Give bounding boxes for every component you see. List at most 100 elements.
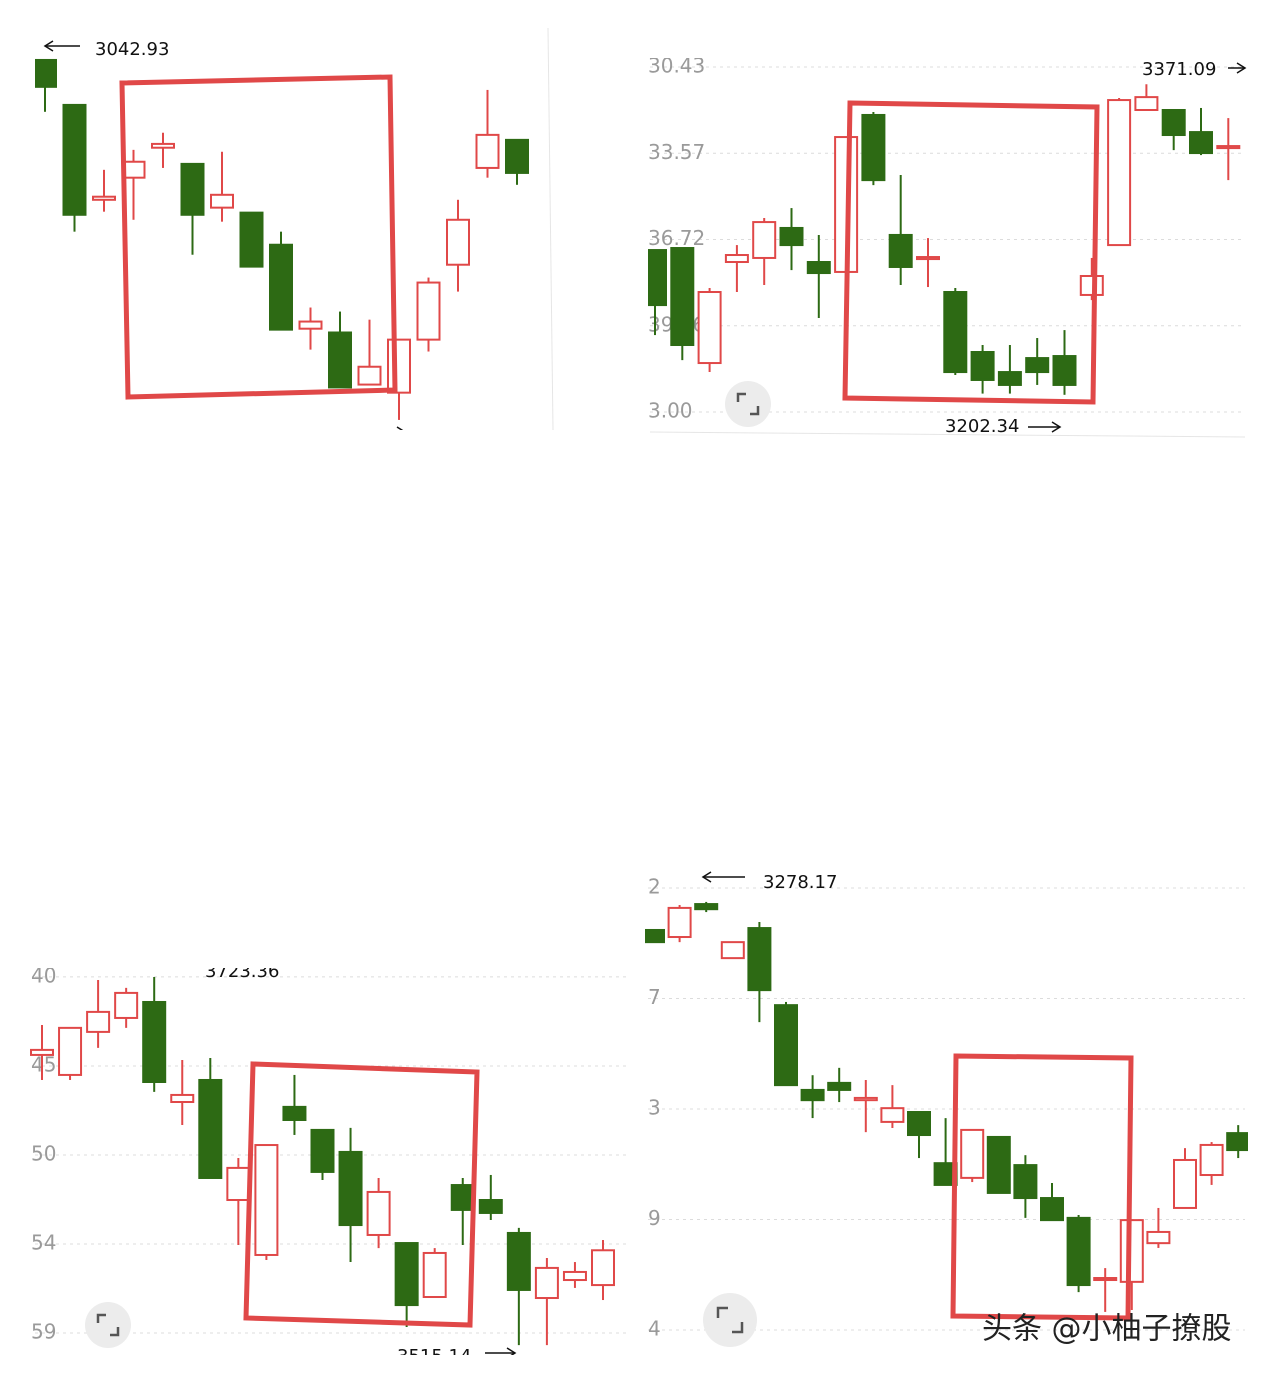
highlight-box <box>950 1053 1134 1321</box>
candle-body <box>774 1004 798 1087</box>
candle-body <box>450 1184 475 1211</box>
y-tick-label: 45 <box>31 1052 56 1076</box>
candle-body <box>475 133 500 169</box>
candle-body <box>591 1249 615 1287</box>
candle-body <box>827 1081 852 1091</box>
y-tick-label: 9 <box>648 1206 661 1230</box>
candle-body <box>180 162 205 216</box>
candle-body <box>1119 1219 1144 1283</box>
price-annotation: 3723.36 <box>205 961 279 982</box>
candle-body <box>697 291 722 365</box>
candle-body <box>779 226 804 247</box>
candle-body <box>366 1190 391 1236</box>
candle-body <box>645 928 665 944</box>
candle-body <box>806 261 831 275</box>
candle-body <box>1189 131 1213 155</box>
candle-body <box>724 254 749 264</box>
y-tick-label: 4 <box>648 1317 661 1341</box>
candle-body <box>970 351 995 381</box>
y-tick-label: 50 <box>31 1141 56 1165</box>
highlight-box <box>119 74 398 400</box>
candle-body <box>506 1231 531 1291</box>
candle-body <box>310 1128 335 1173</box>
candle-body <box>943 291 968 374</box>
candle-body <box>58 1026 83 1076</box>
candle-body <box>416 281 441 341</box>
panel-edge <box>547 27 554 431</box>
candle-body <box>446 218 470 266</box>
candle-body <box>997 371 1022 386</box>
candle-body <box>1134 96 1159 111</box>
candle-body <box>86 1010 111 1033</box>
candle-body <box>670 247 695 347</box>
panel-edge <box>649 431 1246 438</box>
candle-body <box>151 142 175 149</box>
candle-body <box>562 1270 587 1282</box>
y-tick-label: 33.57 <box>648 140 705 164</box>
annotation-arrowhead <box>1051 421 1062 433</box>
candle-body <box>648 249 667 307</box>
candle-body <box>1079 274 1104 296</box>
candle-body <box>1199 1143 1224 1177</box>
candle-body <box>210 193 234 209</box>
candle-body <box>1146 1230 1171 1245</box>
candle-body <box>1216 145 1241 150</box>
highlight-box <box>842 100 1100 405</box>
expand-button[interactable] <box>703 1293 757 1347</box>
candle-body <box>1052 355 1077 386</box>
candle-body <box>800 1088 825 1102</box>
candle-body <box>907 1110 931 1137</box>
candle-body <box>534 1266 559 1300</box>
price-annotation: 3042.93 <box>95 39 169 60</box>
price-annotation: 3278.17 <box>763 872 837 893</box>
candle-body <box>1161 108 1186 137</box>
candle-body <box>282 1105 307 1121</box>
candle-body <box>1025 357 1050 374</box>
chart-panel: 3042.93 2891.54 <box>35 39 529 448</box>
candle-body <box>269 243 293 331</box>
candle-body <box>960 1128 985 1179</box>
candle-body <box>338 1150 363 1227</box>
candle-body <box>916 256 940 261</box>
candle-body <box>198 1078 223 1179</box>
candle-body <box>853 1096 878 1102</box>
candle-body <box>1226 1132 1248 1152</box>
y-tick-label: 3.00 <box>648 398 693 422</box>
candle-body <box>170 1093 195 1104</box>
watermark: 头条 @小柚子撩股 <box>982 1312 1232 1347</box>
y-tick-label: 30.43 <box>648 54 705 78</box>
candle-body <box>861 113 886 182</box>
y-tick-label: 3 <box>648 1096 661 1120</box>
candle-body <box>752 221 777 259</box>
candle-body <box>667 906 692 939</box>
candle-body <box>142 1000 167 1084</box>
candle-body <box>387 338 411 394</box>
highlight-box <box>243 1061 480 1328</box>
annotation-arrowhead <box>701 871 712 883</box>
annotation-arrowhead <box>396 426 404 430</box>
chart-panel: 40 45 50 54 59 3723.36 3515.14 <box>30 961 630 1355</box>
expand-button[interactable] <box>725 381 771 427</box>
candle-body <box>720 941 745 960</box>
candle-body <box>1066 1216 1091 1287</box>
expand-button[interactable] <box>85 1302 131 1348</box>
candle-body <box>1107 99 1132 247</box>
candle-body <box>986 1135 1011 1194</box>
candle-body <box>694 903 719 911</box>
y-tick-label: 2 <box>648 875 661 899</box>
candle-body <box>394 1242 419 1307</box>
annotation-arrowhead <box>1236 62 1247 74</box>
candle-body <box>298 320 323 330</box>
candle-body <box>254 1144 279 1256</box>
candle-body <box>328 331 352 389</box>
candle-body <box>35 58 57 88</box>
candle-body <box>1013 1164 1038 1200</box>
annotation-arrowhead <box>506 1347 517 1355</box>
candle-body <box>505 138 529 174</box>
annotation-arrowhead <box>43 40 54 52</box>
y-tick-label: 54 <box>31 1230 56 1254</box>
candle-body <box>1040 1197 1064 1222</box>
price-annotation: 2891.54 <box>282 427 356 448</box>
candle-body <box>888 233 913 268</box>
